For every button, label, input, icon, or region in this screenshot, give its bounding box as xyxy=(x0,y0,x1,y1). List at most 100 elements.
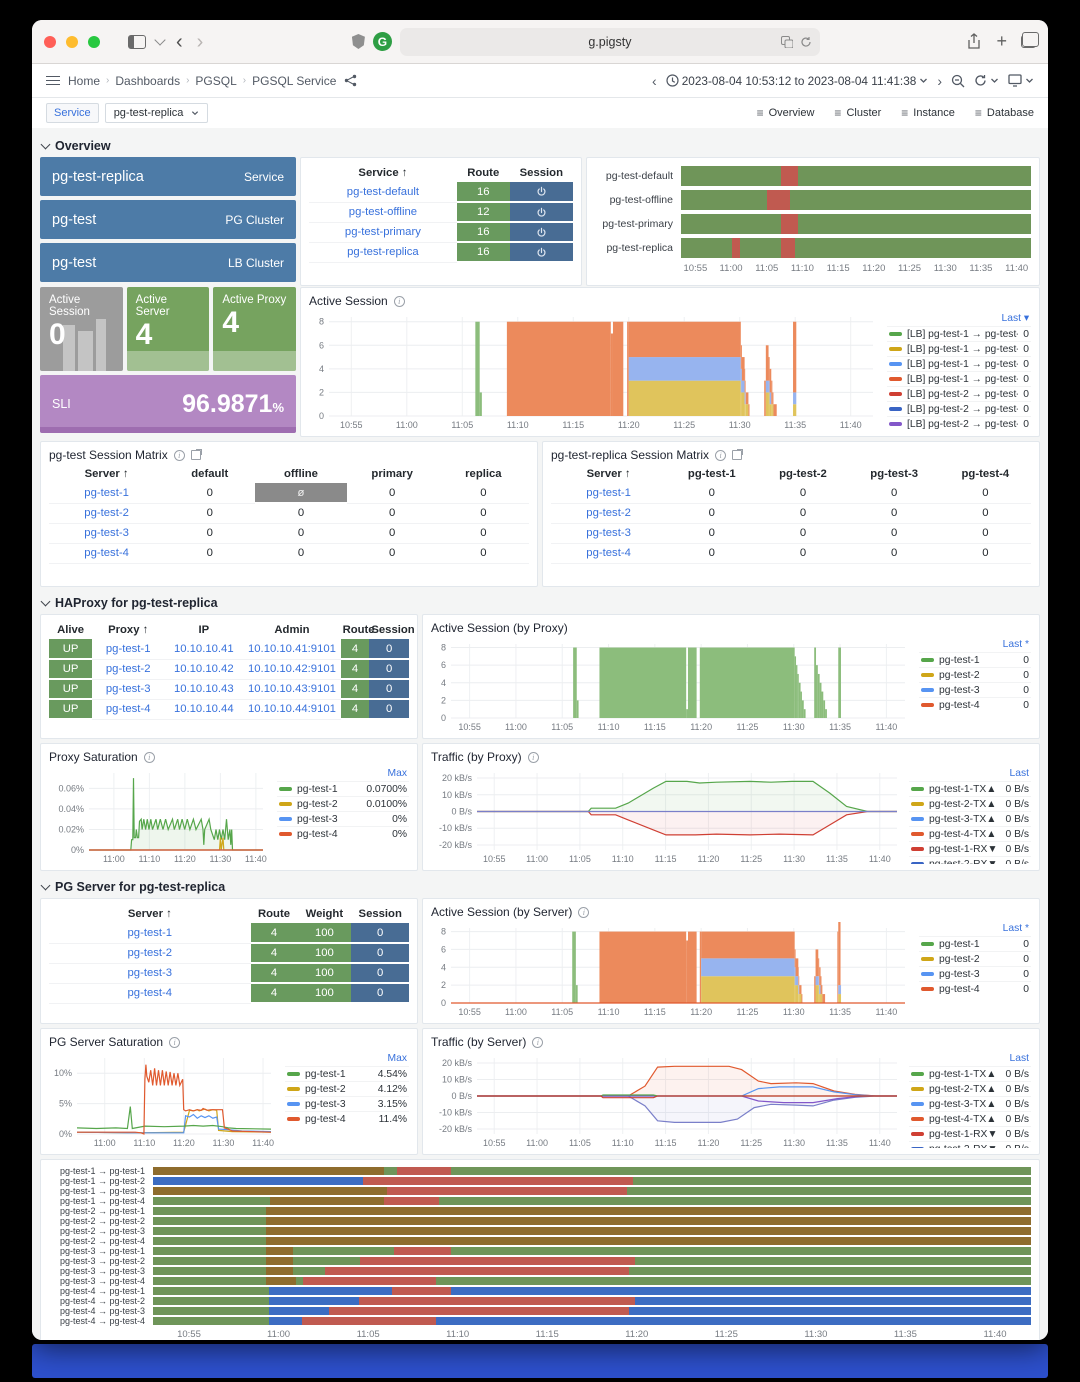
kiosk-mode-button[interactable] xyxy=(1008,74,1034,87)
timeline-bar[interactable] xyxy=(681,238,1031,258)
column-header[interactable]: Session xyxy=(358,908,402,920)
column-header[interactable]: Route xyxy=(342,624,375,636)
legend-item[interactable]: pg-test-4 11.4% xyxy=(285,1111,409,1126)
table-cell[interactable] xyxy=(509,202,573,223)
column-header[interactable]: Server ↑ xyxy=(586,468,631,480)
external-link-icon[interactable] xyxy=(732,449,744,460)
time-range-picker[interactable]: 2023-08-04 10:53:12 to 2023-08-04 11:41:… xyxy=(666,74,929,88)
table-cell[interactable] xyxy=(509,222,573,243)
info-icon[interactable]: i xyxy=(527,751,539,763)
show-tabs-icon[interactable] xyxy=(1021,32,1039,48)
column-header[interactable]: pg-test-4 xyxy=(961,468,1010,480)
legend-item[interactable]: pg-test-4 0% xyxy=(277,826,409,841)
timeline-bar[interactable] xyxy=(681,166,1031,186)
legend-item[interactable]: pg-test-1 0.0700% xyxy=(277,781,409,796)
table-link[interactable]: 10.10.10.42:9101 xyxy=(247,663,336,675)
section-pgserver[interactable]: PG Server for pg-test-replica xyxy=(40,880,1038,894)
legend-item[interactable]: [LB] pg-test-1 → pg-test-1 0 xyxy=(887,326,1031,341)
legend-item[interactable]: pg-test-1-RX▼ 0 B/s xyxy=(909,1126,1031,1141)
legend-item[interactable]: pg-test-1-TX▲ 0 B/s xyxy=(909,1066,1031,1081)
column-header[interactable]: Server ↑ xyxy=(84,468,129,480)
table-link[interactable]: pg-test-4 xyxy=(586,547,631,559)
time-back-icon[interactable]: ‹ xyxy=(652,72,657,89)
zoom-window-button[interactable] xyxy=(88,35,100,48)
column-header[interactable]: Service ↑ xyxy=(358,167,408,179)
timeline-bar[interactable] xyxy=(153,1206,1031,1216)
column-header[interactable]: Weight xyxy=(305,908,344,920)
reload-icon[interactable] xyxy=(800,36,812,48)
legend-item[interactable]: pg-test-2 0 xyxy=(919,951,1031,966)
table-link[interactable]: pg-test-1 xyxy=(127,926,173,939)
column-header[interactable]: Proxy ↑ xyxy=(108,624,149,636)
chevron-down-icon[interactable] xyxy=(154,34,166,46)
legend-item[interactable]: pg-test-4-TX▲ 0 B/s xyxy=(909,826,1031,841)
address-bar[interactable]: g.pigsty xyxy=(399,27,820,56)
tile-service[interactable]: pg-test-replica Service xyxy=(40,157,296,196)
legend-sort-header[interactable]: Last ▾ xyxy=(1001,313,1030,324)
column-header[interactable]: primary xyxy=(371,468,413,480)
table-link[interactable]: pg-test-offline xyxy=(348,206,418,218)
column-header[interactable]: Session xyxy=(371,624,415,636)
table-link[interactable]: pg-test-2 xyxy=(586,507,631,519)
legend-item[interactable]: pg-test-2 0.0100% xyxy=(277,796,409,811)
timeline-bar[interactable] xyxy=(153,1286,1031,1296)
share-dashboard-icon[interactable] xyxy=(344,74,357,87)
timeline-bar[interactable] xyxy=(153,1266,1031,1276)
column-header[interactable]: replica xyxy=(465,468,502,480)
info-icon[interactable]: i xyxy=(393,295,405,307)
table-link[interactable]: 10.10.10.43:9101 xyxy=(247,683,336,695)
legend-item[interactable]: pg-test-3 0% xyxy=(277,811,409,826)
table-link[interactable]: pg-test-1 xyxy=(84,486,129,499)
table-link[interactable]: 10.10.10.43 xyxy=(173,683,234,695)
table-link[interactable]: pg-test-2 xyxy=(84,507,129,519)
legend-item[interactable]: pg-test-3-TX▲ 0 B/s xyxy=(909,1096,1031,1111)
table-link[interactable]: pg-test-3 xyxy=(84,527,129,539)
legend-item[interactable]: pg-test-3 0 xyxy=(919,966,1031,981)
time-forward-icon[interactable]: › xyxy=(937,72,942,89)
column-header[interactable]: default xyxy=(191,468,229,480)
back-button[interactable]: ‹ xyxy=(176,30,183,53)
info-icon[interactable]: i xyxy=(578,906,590,918)
table-link[interactable]: pg-test-3 xyxy=(127,967,173,979)
refresh-button[interactable] xyxy=(974,74,999,87)
column-header[interactable]: Route xyxy=(467,167,500,179)
info-icon[interactable]: i xyxy=(715,449,727,461)
table-link[interactable]: 10.10.10.41:9101 xyxy=(247,642,336,655)
close-window-button[interactable] xyxy=(44,35,56,48)
table-link[interactable]: 10.10.10.42 xyxy=(173,663,234,675)
timeline-bar[interactable] xyxy=(153,1176,1031,1186)
legend-item[interactable]: pg-test-1-TX▲ 0 B/s xyxy=(909,781,1031,796)
column-header[interactable]: Admin xyxy=(274,624,310,636)
legend-item[interactable]: pg-test-3 0 xyxy=(919,682,1031,697)
tile-pg-cluster[interactable]: pg-test PG Cluster xyxy=(40,200,296,239)
timeline-bar[interactable] xyxy=(153,1236,1031,1246)
legend-item[interactable]: pg-test-2 0 xyxy=(919,667,1031,682)
zoom-out-icon[interactable] xyxy=(951,74,965,88)
new-tab-button[interactable]: + xyxy=(996,31,1007,51)
timeline-bar[interactable] xyxy=(153,1306,1031,1316)
legend-item[interactable]: pg-test-1 4.54% xyxy=(285,1066,409,1081)
column-header[interactable]: pg-test-2 xyxy=(779,468,827,480)
table-link[interactable]: pg-test-2 xyxy=(105,663,151,675)
table-link[interactable]: 10.10.10.44:9101 xyxy=(247,703,336,715)
table-link[interactable]: 10.10.10.41 xyxy=(173,642,234,655)
info-icon[interactable]: i xyxy=(143,751,155,763)
info-icon[interactable]: i xyxy=(532,1036,544,1048)
section-haproxy[interactable]: HAProxy for pg-test-replica xyxy=(40,596,1038,610)
legend-sort-header[interactable]: Last * xyxy=(1002,639,1029,650)
timeline-bar[interactable] xyxy=(153,1196,1031,1206)
legend-item[interactable]: pg-test-2-TX▲ 0 B/s xyxy=(909,1081,1031,1096)
legend-item[interactable]: pg-test-4 0 xyxy=(919,697,1031,712)
table-link[interactable]: pg-test-3 xyxy=(586,527,631,539)
menu-icon[interactable] xyxy=(46,73,60,88)
legend-item[interactable]: pg-test-4-TX▲ 0 B/s xyxy=(909,1111,1031,1126)
timeline-bar[interactable] xyxy=(153,1296,1031,1306)
table-cell[interactable] xyxy=(509,242,573,263)
timeline-bar[interactable] xyxy=(153,1166,1031,1176)
timeline-bar[interactable] xyxy=(153,1316,1031,1326)
external-link-icon[interactable] xyxy=(190,449,202,460)
table-link[interactable]: pg-test-1 xyxy=(105,642,151,655)
legend-item[interactable]: pg-test-2-TX▲ 0 B/s xyxy=(909,796,1031,811)
table-link[interactable]: pg-test-primary xyxy=(344,226,421,238)
table-link[interactable]: pg-test-default xyxy=(346,185,420,198)
